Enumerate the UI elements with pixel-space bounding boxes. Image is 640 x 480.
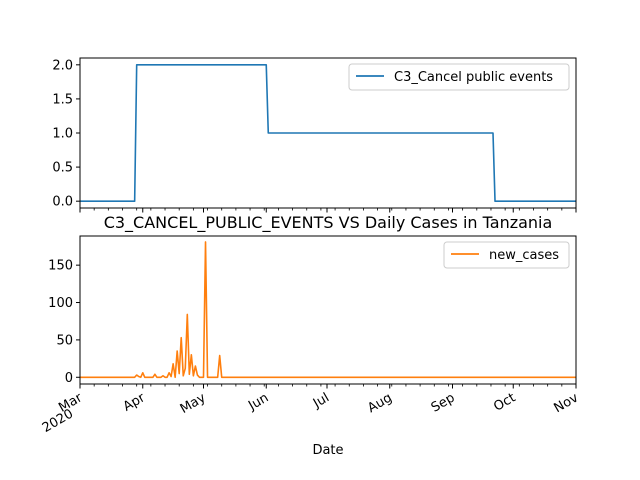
bottom-legend-box — [443, 241, 570, 269]
bottom-legend-label: new_cases — [489, 248, 559, 263]
series-line-1-1 — [80, 64, 576, 202]
chart-title: C3_CANCEL_PUBLIC_EVENTS VS Daily Cases i… — [104, 213, 553, 233]
top-legend-label: C3_Cancel public events — [394, 70, 553, 85]
y-tick-label: 100 — [48, 296, 73, 311]
top-y-axis: 0.0 0.5 1.0 1.5 2.0 — [52, 58, 80, 210]
top-subplot: 0.0 0.5 1.0 1.5 2.0 C3_Cancel public events — [52, 57, 577, 213]
y-tick-label: 0 — [65, 371, 73, 386]
y-tick-label: 0.0 — [52, 195, 73, 210]
y-tick-label: 1.5 — [52, 92, 73, 107]
y-tick-label: 1.0 — [52, 127, 73, 142]
bottom-y-axis: 0 50 100 150 — [48, 259, 80, 386]
bottom-legend: new_cases — [443, 241, 570, 269]
bottom-series-lines — [80, 241, 576, 379]
top-series-lines — [80, 64, 576, 202]
y-tick-label: 150 — [48, 259, 73, 274]
x-tick-label: Jul — [310, 390, 332, 411]
bottom-plot-frame — [79, 235, 577, 385]
y-tick-label: 0.5 — [52, 161, 73, 176]
top-x-axis — [79, 208, 577, 213]
y-tick-label: 2.0 — [52, 58, 73, 73]
series-line-2-1 — [80, 241, 576, 379]
top-legend: C3_Cancel public events — [348, 63, 570, 91]
x-axis-title: Date — [312, 443, 343, 458]
top-legend-box — [348, 63, 570, 91]
y-tick-label: 50 — [56, 333, 73, 348]
